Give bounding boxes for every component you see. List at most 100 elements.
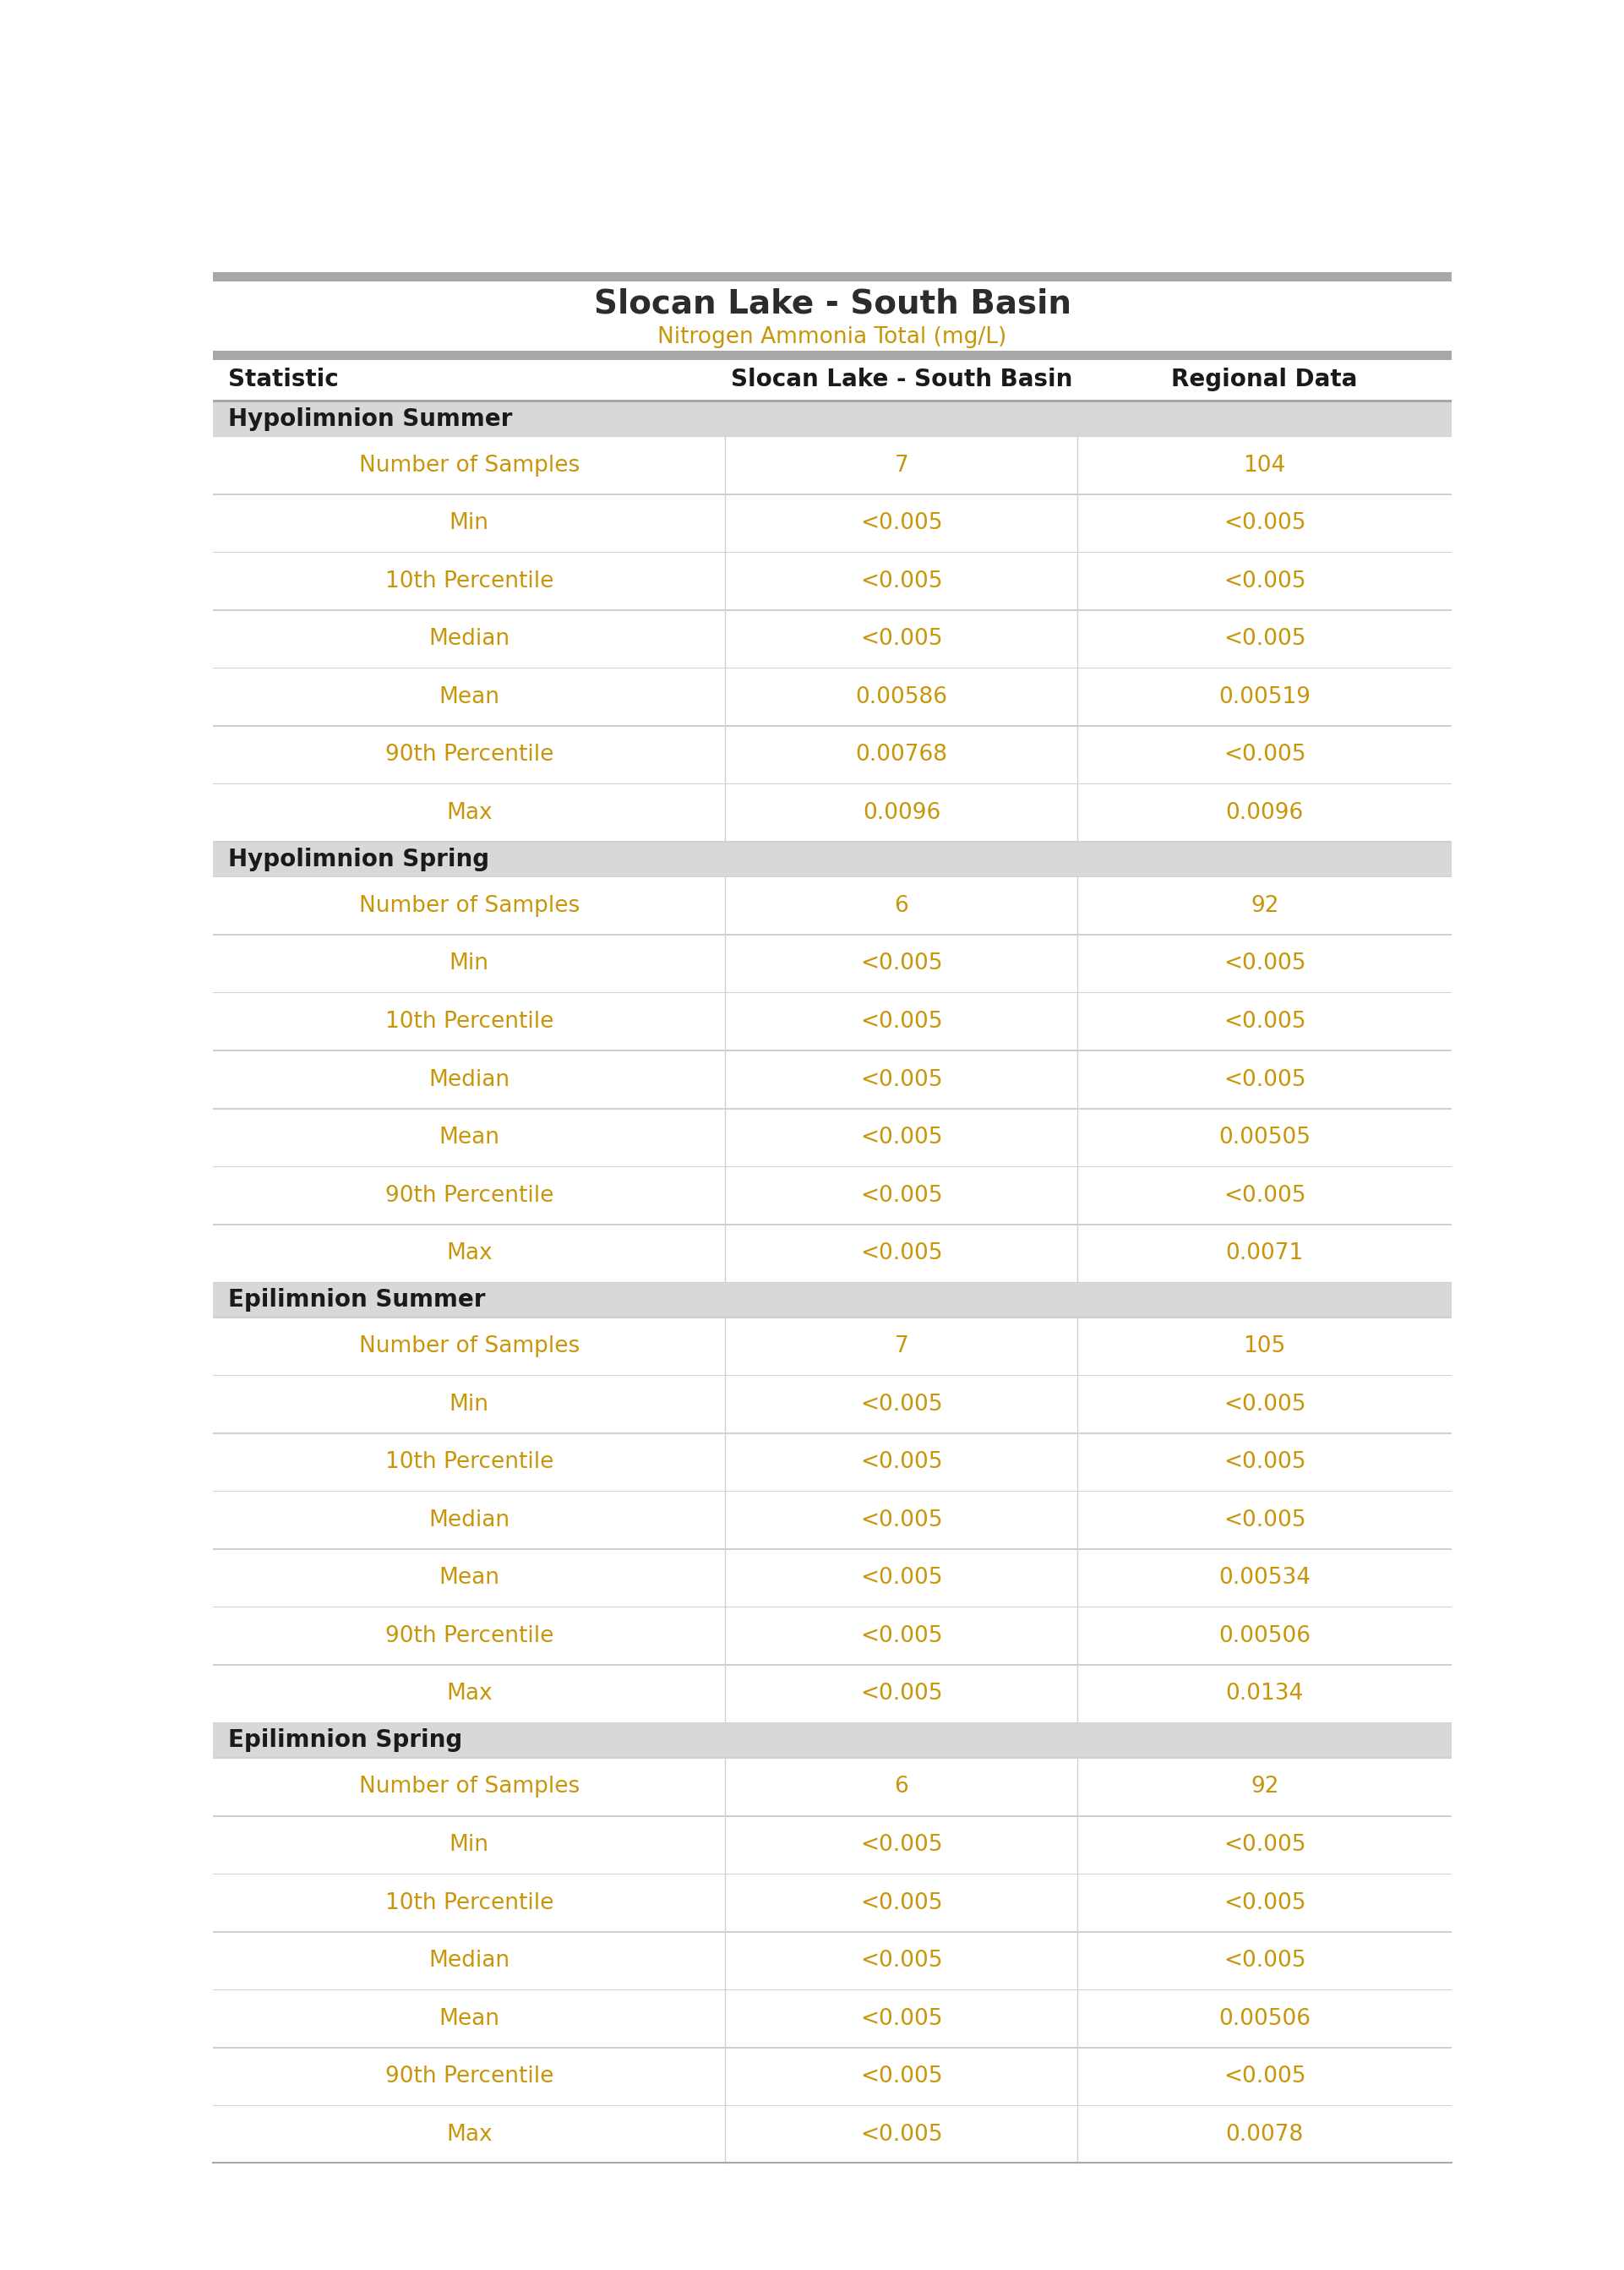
Bar: [213, 1376, 1452, 1432]
Text: <0.005: <0.005: [861, 1510, 942, 1532]
Text: Max: Max: [447, 1682, 492, 1705]
Bar: [213, 272, 1452, 281]
Text: Max: Max: [447, 801, 492, 824]
Bar: [213, 1319, 1452, 1376]
Bar: [213, 1875, 1452, 1932]
Text: <0.005: <0.005: [861, 2122, 942, 2145]
Text: <0.005: <0.005: [861, 1950, 942, 1973]
Bar: [213, 1816, 1452, 1873]
Text: 0.00505: 0.00505: [1218, 1126, 1311, 1149]
Text: <0.005: <0.005: [861, 513, 942, 533]
Text: Mean: Mean: [438, 1126, 500, 1149]
Bar: [213, 281, 1452, 325]
Text: <0.005: <0.005: [1223, 1950, 1306, 1973]
Text: Min: Min: [450, 1394, 489, 1416]
Bar: [213, 842, 1452, 876]
Bar: [213, 1051, 1452, 1108]
Text: 92: 92: [1250, 894, 1278, 917]
Bar: [213, 438, 1452, 493]
Text: 105: 105: [1244, 1335, 1286, 1357]
Text: 6: 6: [895, 894, 908, 917]
Text: <0.005: <0.005: [1223, 570, 1306, 592]
Bar: [213, 670, 1452, 726]
Text: <0.005: <0.005: [1223, 1891, 1306, 1914]
Text: <0.005: <0.005: [861, 1126, 942, 1149]
Bar: [213, 785, 1452, 842]
Text: <0.005: <0.005: [861, 2066, 942, 2088]
Bar: [213, 1666, 1452, 1723]
Text: <0.005: <0.005: [1223, 953, 1306, 974]
Bar: [213, 994, 1452, 1051]
Text: Mean: Mean: [438, 2007, 500, 2029]
Text: Slocan Lake - South Basin: Slocan Lake - South Basin: [731, 368, 1072, 393]
Text: 90th Percentile: 90th Percentile: [385, 2066, 554, 2088]
Text: Number of Samples: Number of Samples: [359, 1775, 580, 1798]
Text: <0.005: <0.005: [1223, 629, 1306, 649]
Bar: [213, 726, 1452, 783]
Text: 90th Percentile: 90th Percentile: [385, 745, 554, 765]
Bar: [213, 1759, 1452, 1816]
Text: <0.005: <0.005: [1223, 1010, 1306, 1033]
Bar: [213, 1110, 1452, 1167]
Text: 0.0078: 0.0078: [1226, 2122, 1304, 2145]
Text: 92: 92: [1250, 1775, 1278, 1798]
Bar: [213, 2048, 1452, 2104]
Text: Min: Min: [450, 1834, 489, 1857]
Bar: [213, 2107, 1452, 2163]
Text: 0.0071: 0.0071: [1226, 1242, 1304, 1264]
Bar: [213, 1550, 1452, 1607]
Bar: [213, 1932, 1452, 1989]
Bar: [213, 1991, 1452, 2048]
Text: <0.005: <0.005: [861, 1682, 942, 1705]
Text: <0.005: <0.005: [861, 1566, 942, 1589]
Text: 10th Percentile: 10th Percentile: [385, 1010, 554, 1033]
Text: 7: 7: [895, 1335, 908, 1357]
Bar: [213, 350, 1452, 359]
Bar: [213, 935, 1452, 992]
Text: 10th Percentile: 10th Percentile: [385, 1451, 554, 1473]
Bar: [213, 878, 1452, 935]
Text: Nitrogen Ammonia Total (mg/L): Nitrogen Ammonia Total (mg/L): [658, 327, 1007, 350]
Text: <0.005: <0.005: [861, 629, 942, 649]
Text: Number of Samples: Number of Samples: [359, 1335, 580, 1357]
Bar: [213, 1607, 1452, 1664]
Text: Mean: Mean: [438, 686, 500, 708]
Text: Max: Max: [447, 1242, 492, 1264]
Bar: [213, 1226, 1452, 1283]
Text: Median: Median: [429, 1950, 510, 1973]
Text: <0.005: <0.005: [861, 1185, 942, 1205]
Text: 0.0096: 0.0096: [1226, 801, 1304, 824]
Text: 0.00768: 0.00768: [856, 745, 947, 765]
Text: Hypolimnion Spring: Hypolimnion Spring: [227, 847, 489, 872]
Text: Epilimnion Spring: Epilimnion Spring: [227, 1730, 463, 1752]
Bar: [213, 554, 1452, 608]
Text: <0.005: <0.005: [861, 1242, 942, 1264]
Text: <0.005: <0.005: [1223, 1185, 1306, 1205]
Text: 90th Percentile: 90th Percentile: [385, 1185, 554, 1205]
Text: <0.005: <0.005: [1223, 513, 1306, 533]
Text: Max: Max: [447, 2122, 492, 2145]
Text: Mean: Mean: [438, 1566, 500, 1589]
Bar: [213, 1435, 1452, 1491]
Text: Slocan Lake - South Basin: Slocan Lake - South Basin: [594, 288, 1070, 320]
Bar: [213, 402, 1452, 436]
Text: <0.005: <0.005: [1223, 1394, 1306, 1416]
Bar: [213, 1491, 1452, 1548]
Text: 90th Percentile: 90th Percentile: [385, 1625, 554, 1648]
Bar: [213, 495, 1452, 552]
Text: 0.00519: 0.00519: [1218, 686, 1311, 708]
Text: Number of Samples: Number of Samples: [359, 454, 580, 477]
Text: <0.005: <0.005: [1223, 1510, 1306, 1532]
Bar: [213, 1723, 1452, 1757]
Text: <0.005: <0.005: [861, 1891, 942, 1914]
Text: Median: Median: [429, 629, 510, 649]
Text: 0.00534: 0.00534: [1218, 1566, 1311, 1589]
Bar: [213, 1283, 1452, 1317]
Text: 104: 104: [1244, 454, 1286, 477]
Text: 0.00586: 0.00586: [856, 686, 947, 708]
Text: 7: 7: [895, 454, 908, 477]
Text: <0.005: <0.005: [861, 1394, 942, 1416]
Text: Number of Samples: Number of Samples: [359, 894, 580, 917]
Text: Median: Median: [429, 1069, 510, 1090]
Text: Min: Min: [450, 513, 489, 533]
